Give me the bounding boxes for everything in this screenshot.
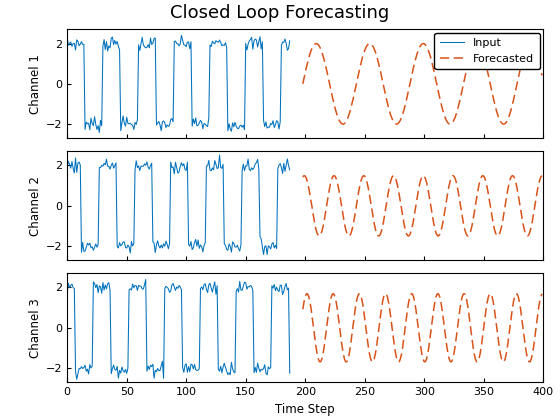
Y-axis label: Channel 1: Channel 1 <box>29 54 41 114</box>
Input <box>138 163 144 168</box>
Input <box>147 363 154 368</box>
Input <box>73 377 80 382</box>
Input <box>86 127 93 132</box>
Input <box>144 165 151 170</box>
Forecasted <box>300 307 306 312</box>
Forecasted <box>426 192 432 197</box>
Forecasted <box>362 45 369 50</box>
Text: Closed Loop Forecasting: Closed Loop Forecasting <box>170 4 390 22</box>
Input <box>65 281 72 286</box>
Line: Forecasted: Forecasted <box>303 294 542 362</box>
Input <box>96 130 102 135</box>
Input <box>286 38 293 43</box>
Input <box>86 241 93 246</box>
Input <box>64 35 71 40</box>
Forecasted <box>300 175 306 180</box>
Input <box>65 159 72 164</box>
Forecasted <box>446 121 452 126</box>
Input <box>133 122 139 127</box>
Forecasted <box>500 218 506 223</box>
Forecasted <box>447 359 454 364</box>
Forecasted <box>419 41 426 46</box>
Input <box>87 365 94 370</box>
Input <box>282 37 288 42</box>
Forecasted <box>382 291 389 297</box>
Input <box>64 164 71 169</box>
Input <box>178 33 185 38</box>
Forecasted <box>360 173 367 178</box>
Forecasted <box>445 351 451 356</box>
Forecasted <box>360 307 367 312</box>
Line: Input: Input <box>67 279 290 379</box>
Input <box>139 286 146 291</box>
Forecasted <box>419 173 426 178</box>
Forecasted <box>426 344 432 349</box>
Input <box>216 152 223 158</box>
Y-axis label: Channel 2: Channel 2 <box>29 176 41 236</box>
Forecasted <box>417 178 424 183</box>
Input <box>64 290 71 295</box>
Forecasted <box>427 53 433 58</box>
Line: Input: Input <box>67 155 290 255</box>
Input <box>282 284 288 289</box>
Forecasted <box>535 58 542 63</box>
Forecasted <box>300 81 306 87</box>
Input <box>286 371 293 376</box>
Forecasted <box>539 291 545 297</box>
Forecasted <box>418 351 425 356</box>
Line: Input: Input <box>67 35 290 132</box>
Input <box>282 169 288 174</box>
Input <box>286 167 293 172</box>
X-axis label: Time Step: Time Step <box>276 403 335 416</box>
Forecasted <box>539 73 545 78</box>
Forecasted <box>539 173 545 178</box>
Forecasted <box>446 183 452 188</box>
Input <box>142 277 149 282</box>
Line: Forecasted: Forecasted <box>303 44 542 124</box>
Forecasted <box>535 307 542 312</box>
Forecasted <box>500 121 506 126</box>
Input <box>146 45 153 50</box>
Input <box>132 167 138 172</box>
Line: Forecasted: Forecasted <box>303 176 542 236</box>
Y-axis label: Channel 3: Channel 3 <box>29 298 41 358</box>
Legend: Input, Forecasted: Input, Forecasted <box>435 33 540 69</box>
Forecasted <box>535 183 542 188</box>
Forecasted <box>340 122 347 127</box>
Input <box>133 283 139 288</box>
Input <box>139 35 146 40</box>
Forecasted <box>500 359 506 364</box>
Input <box>264 252 270 257</box>
Forecasted <box>435 234 442 239</box>
Forecasted <box>312 41 319 46</box>
Input <box>65 43 72 48</box>
